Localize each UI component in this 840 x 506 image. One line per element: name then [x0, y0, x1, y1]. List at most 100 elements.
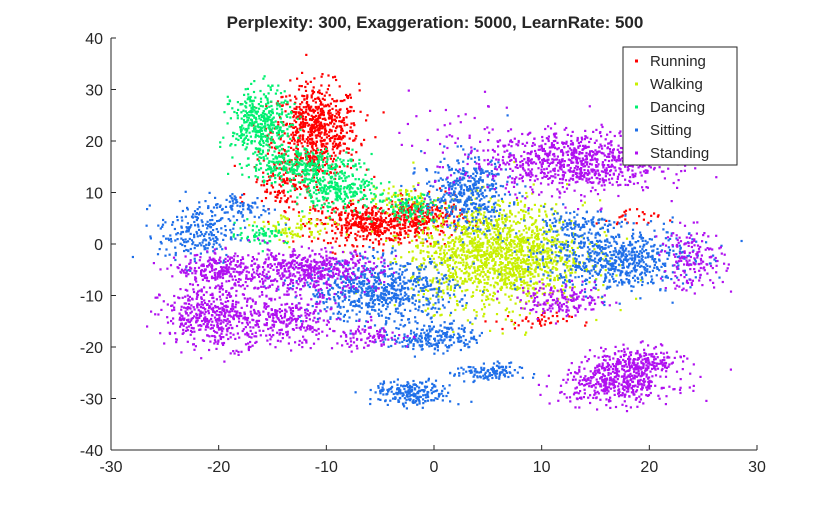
point-walking-821 — [438, 282, 441, 285]
point-dancing-589 — [312, 170, 315, 173]
point-walking-1429 — [535, 281, 538, 284]
point-walking-1604 — [309, 206, 312, 209]
point-dancing-377 — [236, 114, 239, 117]
point-walking-569 — [504, 318, 507, 321]
point-running-904 — [364, 221, 367, 224]
point-running-230 — [310, 150, 313, 153]
point-walking-1125 — [548, 283, 551, 286]
point-running-542 — [342, 118, 345, 121]
point-dancing-260 — [247, 163, 250, 166]
point-walking-886 — [528, 250, 532, 253]
point-walking-1279 — [431, 237, 434, 240]
point-dancing-885 — [358, 211, 361, 214]
point-running-1078 — [354, 207, 357, 210]
point-walking-1442 — [532, 256, 535, 259]
point-sitting-20 — [372, 286, 375, 289]
point-walking-932 — [527, 259, 530, 262]
point-running-152 — [293, 110, 296, 114]
point-running-1238 — [439, 229, 442, 233]
point-running-363 — [294, 153, 297, 156]
point-running-360 — [338, 141, 341, 144]
point-sitting-386 — [328, 293, 331, 296]
point-running-636 — [280, 104, 283, 107]
point-walking-327 — [482, 217, 485, 220]
point-walking-1262 — [501, 199, 504, 202]
point-dancing-418 — [241, 134, 244, 137]
point-dancing-760 — [362, 183, 365, 186]
point-running-1241 — [403, 227, 406, 230]
point-dancing-345 — [244, 110, 247, 113]
point-walking-856 — [483, 282, 486, 285]
point-walking-331 — [479, 289, 482, 292]
point-running-442 — [292, 116, 295, 119]
point-running-625 — [292, 126, 295, 129]
point-walking-926 — [475, 255, 478, 258]
point-sitting-540 — [352, 304, 355, 308]
point-walking-1100 — [458, 235, 461, 238]
point-walking-631 — [530, 245, 533, 248]
point-running-528 — [264, 127, 267, 130]
point-walking-1055 — [477, 240, 480, 243]
point-running-1013 — [380, 212, 384, 215]
point-walking-909 — [487, 258, 490, 261]
point-dancing-1073 — [286, 242, 289, 245]
point-walking-112 — [483, 286, 486, 289]
point-running-74 — [331, 160, 335, 163]
point-sitting-279 — [294, 296, 297, 299]
point-dancing-378 — [265, 103, 268, 106]
point-sitting-391 — [403, 294, 406, 297]
point-running-1522 — [537, 318, 540, 321]
point-walking-125 — [454, 230, 457, 233]
point-running-1342 — [432, 217, 435, 220]
point-running-272 — [343, 135, 346, 138]
point-sitting-158 — [311, 279, 314, 282]
point-running-1532 — [653, 212, 656, 215]
point-walking-767 — [512, 272, 516, 276]
point-walking-1422 — [517, 237, 520, 240]
point-dancing-973 — [419, 203, 422, 206]
point-running-1138 — [339, 219, 342, 222]
point-sitting-276 — [417, 290, 420, 293]
point-walking-1259 — [492, 243, 495, 246]
point-running-437 — [331, 98, 334, 101]
point-walking-1386 — [453, 289, 456, 292]
point-dancing-1126 — [239, 227, 242, 230]
point-running-462 — [317, 105, 320, 108]
point-walking-1311 — [547, 266, 550, 269]
point-walking-76 — [551, 252, 554, 256]
point-dancing-451 — [297, 154, 300, 157]
point-walking-1142 — [433, 251, 436, 254]
point-running-1171 — [453, 219, 456, 222]
point-running-700 — [340, 226, 344, 229]
point-walking-1629 — [280, 217, 283, 220]
point-dancing-791 — [341, 200, 344, 203]
point-dancing-732 — [281, 156, 285, 159]
point-walking-1197 — [543, 251, 546, 254]
point-walking-1409 — [526, 294, 529, 297]
point-dancing-661 — [276, 156, 279, 159]
point-running-533 — [320, 139, 324, 142]
point-walking-968 — [534, 219, 537, 222]
point-running-977 — [373, 221, 376, 224]
point-dancing-547 — [346, 163, 349, 166]
point-sitting-150 — [327, 277, 330, 280]
point-running-1518 — [524, 317, 527, 320]
point-sitting-496 — [419, 287, 422, 290]
point-running-617 — [311, 116, 315, 119]
point-running-100 — [319, 121, 323, 124]
point-dancing-164 — [271, 127, 274, 130]
point-walking-1697 — [418, 201, 421, 204]
point-walking-1155 — [499, 287, 502, 290]
point-running-1497 — [484, 320, 487, 323]
point-sitting-223 — [436, 280, 440, 283]
point-walking-266 — [422, 293, 425, 296]
point-dancing-358 — [253, 109, 256, 112]
point-walking-1343 — [490, 254, 493, 257]
point-walking-397 — [454, 271, 457, 274]
point-dancing-641 — [340, 160, 343, 164]
point-dancing-701 — [317, 161, 320, 164]
point-walking-945 — [459, 276, 462, 280]
point-running-1259 — [414, 189, 417, 192]
point-running-702 — [397, 237, 400, 240]
point-running-815 — [403, 220, 406, 223]
